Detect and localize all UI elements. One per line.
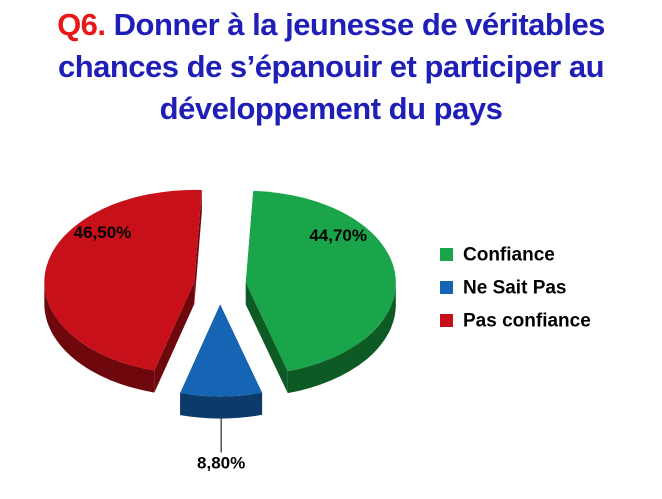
slice-confiance-side — [287, 282, 396, 394]
chart-title: Q6. Donner à la jeunesse de véritables c… — [0, 4, 662, 130]
title-line-3: développement du pays — [159, 91, 503, 126]
title-text-1: Donner à la jeunesse de véritables — [105, 7, 606, 42]
slice-ne-sait-pas — [180, 304, 263, 419]
legend-swatch — [440, 281, 453, 294]
slice-confiance — [245, 190, 396, 394]
data-label-pas-confiance: 46,50% — [74, 223, 132, 242]
slice-pas-confiance-cut-face — [194, 190, 202, 304]
slice-ne-sait-pas-side — [180, 392, 263, 419]
slice-confiance-cut-face — [245, 282, 288, 394]
legend-item-pas-confiance: Pas confiance — [440, 311, 591, 332]
legend-swatch — [440, 248, 453, 261]
question-number: Q6. — [57, 7, 106, 42]
legend: Confiance Ne Sait Pas Pas confiance — [440, 245, 591, 332]
title-line-2: chances de s’épanouir et participer au — [57, 49, 605, 84]
slice-pas-confiance-top — [44, 189, 202, 371]
slice-ne-sait-pas-top — [180, 304, 263, 397]
data-label-ne-sait-pas: 8,80% — [197, 453, 245, 472]
title-line-1: Q6. Donner à la jeunesse de véritables — [0, 4, 662, 46]
data-label-confiance: 44,70% — [309, 226, 367, 245]
legend-label: Pas confiance — [463, 311, 591, 332]
slice-pas-confiance-cut-face — [154, 281, 195, 393]
pie-slices — [44, 189, 396, 419]
legend-swatch — [440, 314, 453, 327]
legend-item-confiance: Confiance — [440, 245, 555, 266]
slice-pas-confiance — [44, 189, 202, 393]
legend-item-ne-sait-pas: Ne Sait Pas — [440, 278, 567, 299]
legend-label: Ne Sait Pas — [463, 278, 567, 299]
slice-pas-confiance-side — [44, 281, 155, 393]
data-labels: 44,70% 8,80% 46,50% — [74, 223, 367, 473]
legend-label: Confiance — [463, 245, 555, 266]
slice-confiance-top — [245, 190, 396, 372]
